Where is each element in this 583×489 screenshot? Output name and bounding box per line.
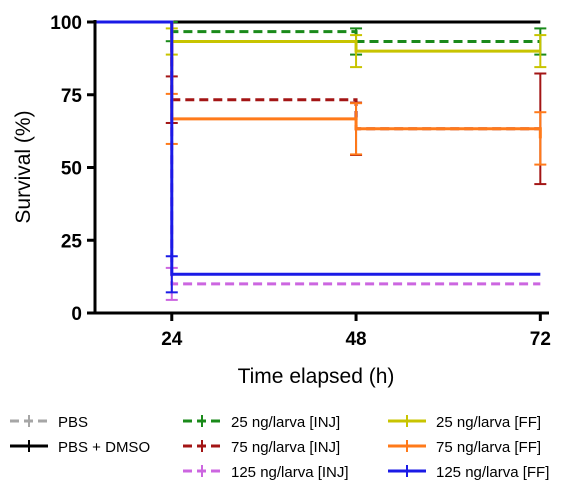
y-tick-label: 50 [61, 159, 82, 180]
series-line [95, 20, 541, 276]
legend-item-4: 125 ng/larva [INJ] [183, 464, 349, 481]
series-line [95, 20, 541, 131]
legend-label: 75 ng/larva [INJ] [231, 439, 340, 456]
y-tick-label: 0 [71, 304, 82, 325]
legend-label: 125 ng/larva [FF] [436, 464, 549, 481]
y-tick-label: 25 [61, 231, 83, 252]
x-tick-label: 72 [530, 329, 551, 350]
series-7 [95, 20, 541, 294]
plot-area [95, 20, 547, 301]
y-tick-label: 75 [61, 86, 83, 107]
legend-item-6: 75 ng/larva [FF] [388, 439, 541, 456]
legend-item-7: 125 ng/larva [FF] [388, 464, 549, 481]
series-4 [95, 20, 541, 301]
series-5 [95, 20, 547, 69]
series-line [95, 20, 541, 43]
legend-label: 25 ng/larva [FF] [436, 414, 541, 431]
axes: 0 25 50 75 100 24 48 72 [50, 13, 551, 350]
legend-label: 25 ng/larva [INJ] [231, 414, 340, 431]
legend-item-0: PBS [10, 414, 88, 431]
legend-item-5: 25 ng/larva [FF] [388, 414, 541, 431]
series-line [95, 20, 541, 53]
legend-label: 75 ng/larva [FF] [436, 439, 541, 456]
x-axis-title: Time elapsed (h) [238, 365, 395, 388]
y-axis-title: Survival (%) [12, 110, 35, 223]
legend-label: PBS + DMSO [58, 439, 150, 456]
y-tick-label: 100 [50, 13, 82, 34]
series-line [95, 20, 541, 286]
x-tick-label: 24 [161, 329, 183, 350]
legend-label: 125 ng/larva [INJ] [231, 464, 349, 481]
x-tick-label: 48 [345, 329, 366, 350]
legend-label: PBS [58, 414, 88, 431]
legend-item-3: 75 ng/larva [INJ] [183, 439, 340, 456]
series-6 [95, 20, 547, 166]
legend-item-2: 25 ng/larva [INJ] [183, 414, 340, 431]
series-3 [95, 20, 547, 186]
series-line [95, 20, 542, 139]
legend: PBS PBS + DMSO 25 ng/larva [INJ] 75 ng/larv… [10, 414, 549, 481]
legend-item-1: PBS + DMSO [10, 439, 150, 456]
